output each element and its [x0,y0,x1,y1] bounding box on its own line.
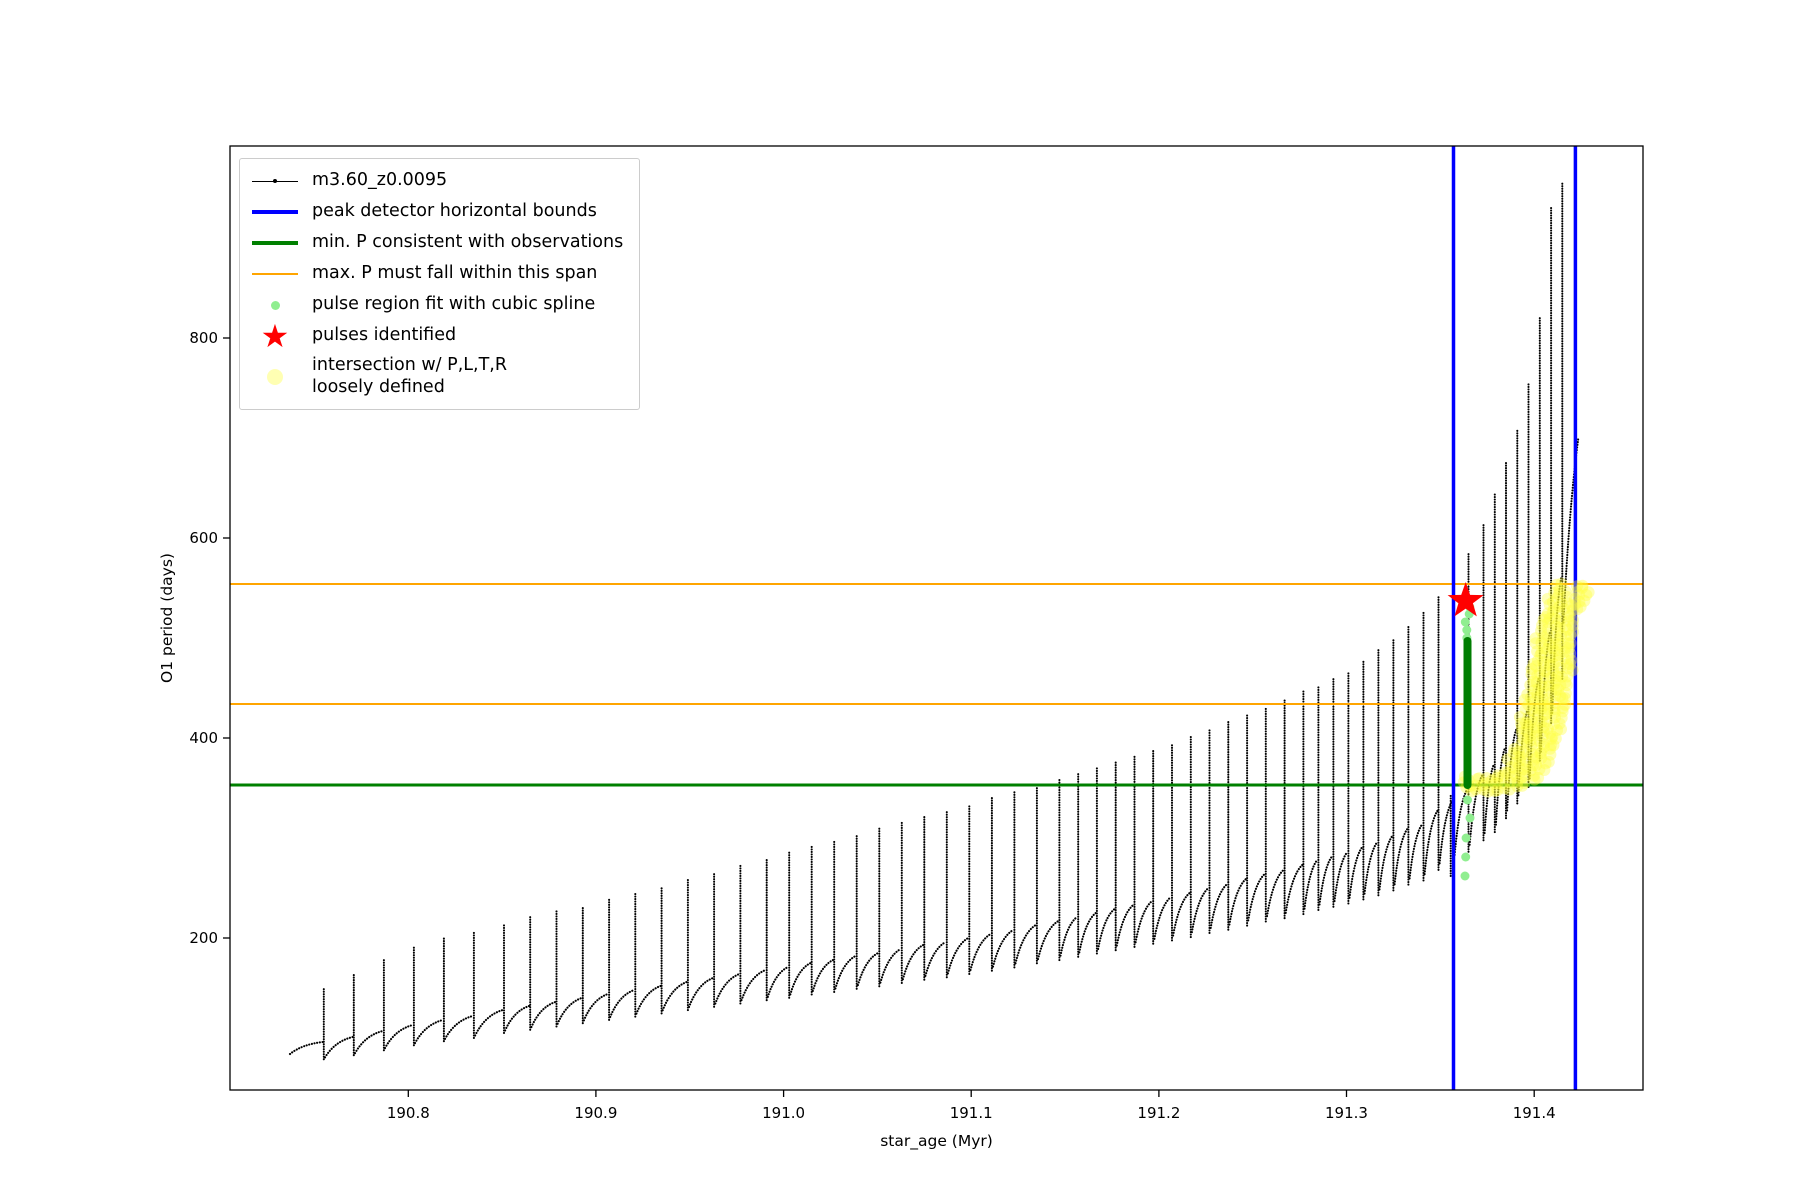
legend-label: peak detector horizontal bounds [312,201,597,222]
pulse-star [1447,582,1484,617]
legend-label: pulses identified [312,325,457,346]
svg-text:600: 600 [189,529,218,547]
light-green-dot-marker [250,300,300,310]
y-axis: 200 400 600 800 O1 period (days) [158,329,230,947]
legend-item-max-period-span: max. P must fall within this span [250,262,623,286]
svg-text:191.4: 191.4 [1513,1104,1556,1122]
legend-label: m3.60_z0.0095 [312,170,448,191]
legend-item-intersection: intersection w/ P,L,T,R loosely defined [250,355,623,399]
max-period-hlines [230,583,1643,705]
plot-frame [229,145,1644,1091]
svg-text:191.1: 191.1 [950,1104,993,1122]
legend-label: intersection w/ P,L,T,R loosely defined [312,355,507,397]
svg-text:400: 400 [189,729,218,747]
intersection-points [1457,577,1595,798]
svg-text:190.9: 190.9 [574,1104,617,1122]
legend-item-pulses: ★ pulses identified [250,317,623,355]
svg-text:200: 200 [189,929,218,947]
legend: m3.60_z0.0095 peak detector horizontal b… [239,158,641,410]
svg-text:191.2: 191.2 [1137,1104,1180,1122]
legend-item-pulse-region: pulse region fit with cubic spline [250,293,623,317]
svg-text:191.3: 191.3 [1325,1104,1368,1122]
legend-label: max. P must fall within this span [312,263,598,284]
legend-item-track: m3.60_z0.0095 [250,169,623,193]
svg-text:190.8: 190.8 [387,1104,430,1122]
svg-text:800: 800 [189,329,218,347]
red-star-marker: ★ [260,317,290,355]
legend-item-peak-bounds: peak detector horizontal bounds [250,200,623,224]
pale-yellow-dot-marker [250,368,300,385]
orange-line-marker [250,273,300,275]
green-line-marker [250,241,300,245]
black-line-dot-marker [250,179,300,183]
svg-text:191.0: 191.0 [762,1104,805,1122]
legend-label: min. P consistent with observations [312,232,624,253]
peak-bounds-vlines [1451,146,1578,1090]
pulse-region-points [1460,602,1475,881]
legend-label: pulse region fit with cubic spline [312,294,596,315]
x-axis: 190.8 190.9 191.0 191.1 191.2 191.3 191.4 star_… [387,1090,1556,1151]
series-track [288,181,1580,1061]
x-axis-label: star_age (Myr) [880,1132,993,1151]
y-axis-label: O1 period (days) [158,553,176,683]
legend-item-min-period: min. P consistent with observations [250,231,623,255]
blue-line-marker [250,210,300,214]
